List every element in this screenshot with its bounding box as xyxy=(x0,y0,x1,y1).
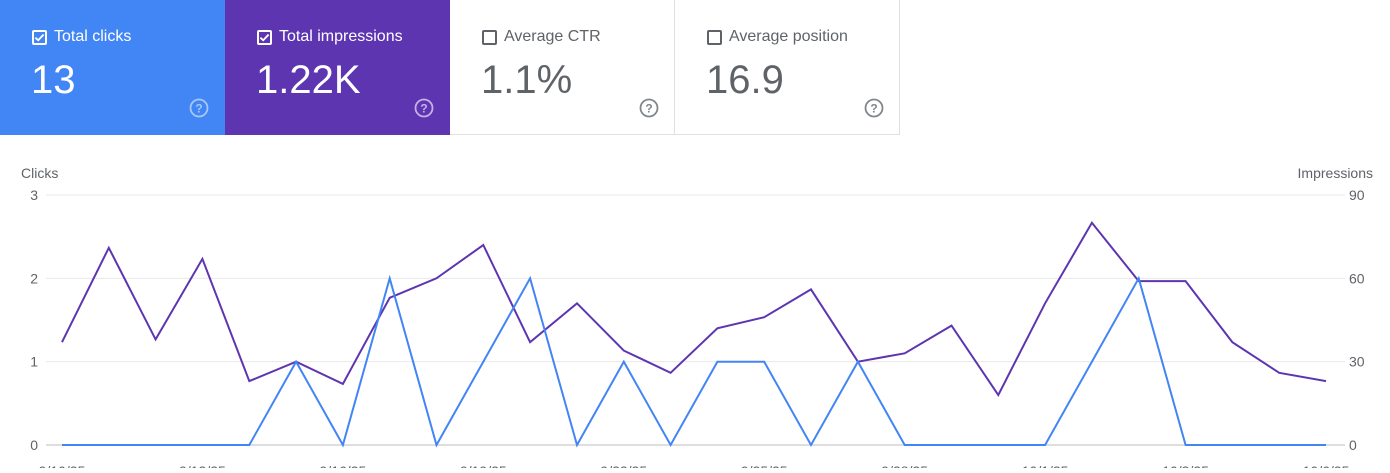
right-axis-title: Impressions xyxy=(1298,165,1373,181)
total-clicks-label: Total clicks xyxy=(54,28,132,45)
total-clicks-header: Total clicks xyxy=(32,28,131,46)
x-axis-ticks: 9/10/25 9/13/25 9/16/25 9/19/25 9/22/25 9/25/… xyxy=(39,463,1350,473)
total-impressions-card[interactable]: Total impressions 1.22K ? xyxy=(225,0,450,135)
svg-text:?: ? xyxy=(420,102,427,116)
x-tick-label: 9/28/25 xyxy=(881,463,928,468)
x-tick-label: 9/19/25 xyxy=(460,463,507,468)
help-icon[interactable]: ? xyxy=(639,98,659,118)
checkbox-checked-icon[interactable] xyxy=(257,29,272,45)
left-tick-label: 0 xyxy=(30,437,38,453)
svg-text:?: ? xyxy=(645,102,652,116)
x-tick-label: 9/16/25 xyxy=(320,463,367,468)
checkbox-checked-icon[interactable] xyxy=(32,29,47,45)
left-tick-label: 1 xyxy=(30,354,38,370)
average-position-label: Average position xyxy=(729,28,848,45)
chart-grid xyxy=(46,194,1345,446)
help-icon[interactable]: ? xyxy=(864,98,884,118)
x-tick-label: 10/6/25 xyxy=(1303,463,1350,468)
left-tick-label: 2 xyxy=(30,270,38,286)
average-ctr-label: Average CTR xyxy=(504,28,601,45)
average-position-card[interactable]: Average position 16.9 ? xyxy=(675,0,900,135)
total-impressions-header: Total impressions xyxy=(257,28,403,46)
impressions-series-line[interactable] xyxy=(61,221,1327,397)
axis-ticks: 0 0 1 30 2 60 3 90 xyxy=(30,187,1365,453)
svg-text:?: ? xyxy=(195,102,202,116)
x-tick-label: 10/3/25 xyxy=(1162,463,1209,468)
average-position-header: Average position xyxy=(707,28,848,46)
x-tick-label: 9/25/25 xyxy=(741,463,788,468)
total-clicks-card[interactable]: Total clicks 13 ? xyxy=(0,0,225,135)
left-axis-title: Clicks xyxy=(21,165,58,181)
x-tick-label: 9/13/25 xyxy=(179,463,226,468)
svg-text:?: ? xyxy=(870,102,877,116)
help-icon[interactable]: ? xyxy=(414,98,434,118)
x-tick-label: 9/22/25 xyxy=(600,463,647,468)
left-tick-label: 3 xyxy=(30,187,38,203)
average-ctr-card[interactable]: Average CTR 1.1% ? xyxy=(450,0,675,135)
total-impressions-value: 1.22K xyxy=(256,58,361,102)
right-tick-label: 60 xyxy=(1349,270,1365,286)
x-tick-label: 10/1/25 xyxy=(1022,463,1069,468)
metric-cards: Total clicks 13 ? Total impressions 1.22… xyxy=(0,0,900,135)
checkbox-unchecked-icon[interactable] xyxy=(482,29,497,45)
x-tick-label: 9/10/25 xyxy=(39,463,86,468)
average-ctr-value: 1.1% xyxy=(481,58,573,102)
checkbox-unchecked-icon[interactable] xyxy=(707,29,722,45)
chart-series xyxy=(61,221,1327,448)
right-tick-label: 30 xyxy=(1349,354,1365,370)
clicks-series-line[interactable] xyxy=(62,274,1326,448)
right-tick-label: 90 xyxy=(1349,187,1365,203)
average-position-value: 16.9 xyxy=(706,58,784,102)
total-impressions-label: Total impressions xyxy=(279,28,403,45)
help-icon[interactable]: ? xyxy=(189,98,209,118)
average-ctr-header: Average CTR xyxy=(482,28,601,46)
total-clicks-value: 13 xyxy=(31,58,76,102)
right-tick-label: 0 xyxy=(1349,437,1357,453)
